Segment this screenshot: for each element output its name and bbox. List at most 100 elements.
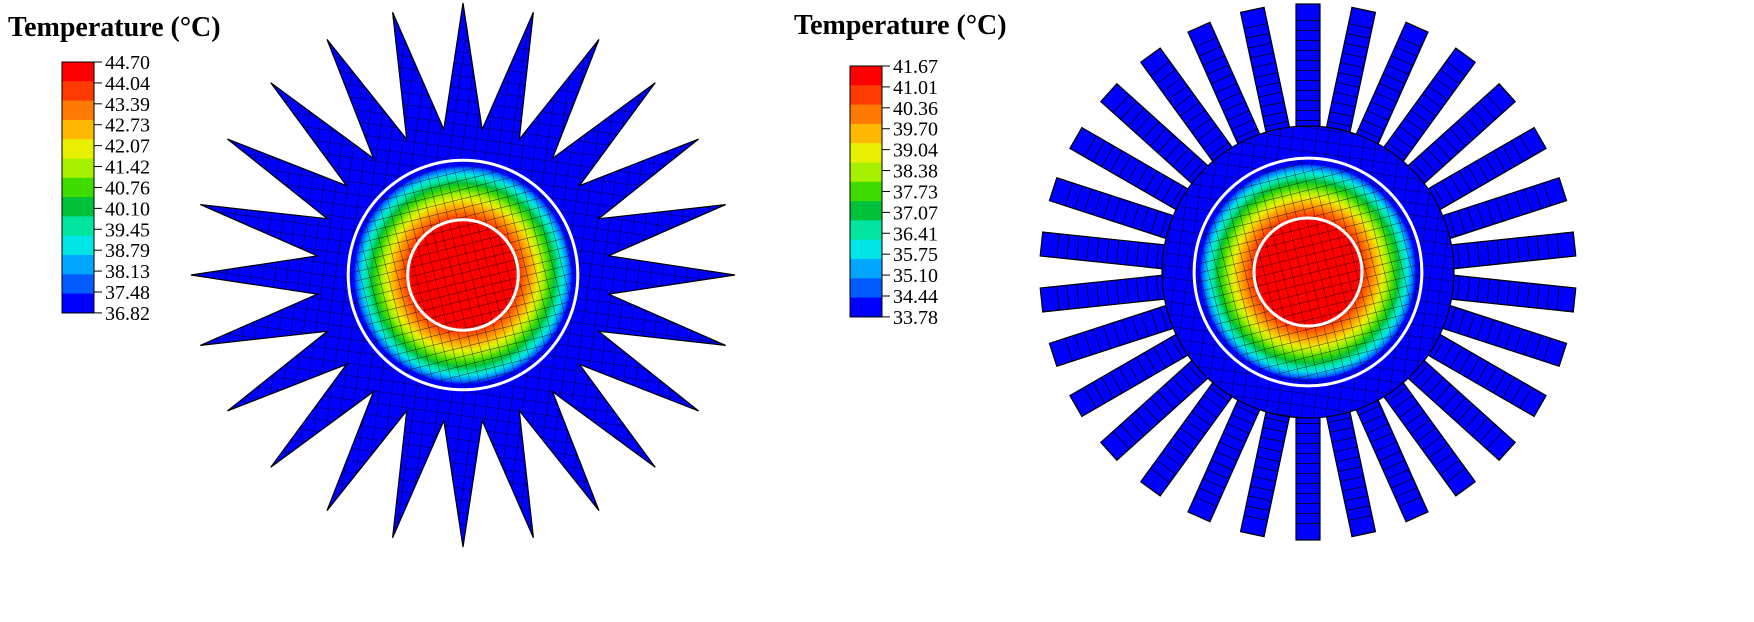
- mesh-line: [1441, 134, 1459, 154]
- legend-value-label: 41.42: [105, 157, 150, 179]
- mesh-line: [1439, 69, 1460, 85]
- mesh-overlay: [1199, 163, 1417, 381]
- mesh-line: [1140, 207, 1150, 231]
- mesh-line: [1131, 204, 1140, 228]
- mesh-line: [1118, 155, 1132, 177]
- mesh-line: [1250, 52, 1274, 59]
- legend-color-swatch: [850, 201, 882, 221]
- legend-color-swatch: [850, 297, 882, 318]
- mesh-line: [1333, 446, 1358, 453]
- mesh-line: [1106, 238, 1110, 263]
- mesh-line: [1476, 277, 1481, 302]
- mesh-line: [1391, 478, 1414, 489]
- legend-value-label: 38.38: [893, 161, 938, 183]
- mesh-line: [1131, 316, 1140, 340]
- mesh-line: [1145, 243, 1150, 268]
- mesh-line: [1248, 42, 1272, 49]
- mesh-line: [1467, 357, 1481, 379]
- mesh-line: [1404, 117, 1425, 133]
- legend-value-label: 44.70: [105, 52, 150, 74]
- mesh-line: [1374, 441, 1397, 453]
- mesh-line: [1340, 62, 1364, 69]
- mesh-line: [1496, 240, 1500, 264]
- mesh-line: [1187, 161, 1204, 180]
- mesh-line: [1392, 134, 1413, 149]
- mesh-line: [1387, 387, 1407, 402]
- mesh-line: [1150, 468, 1171, 483]
- legend-value-label: 40.36: [893, 98, 938, 120]
- mesh-line: [1476, 160, 1489, 182]
- mesh-line: [1092, 382, 1106, 404]
- mesh-line: [1159, 213, 1169, 237]
- legend-color-swatch: [850, 143, 882, 163]
- mesh-line: [1214, 450, 1238, 462]
- mesh-line: [1447, 307, 1457, 331]
- mesh-line: [1153, 175, 1166, 197]
- mesh-line: [1449, 128, 1466, 147]
- legend-color-swatch: [850, 278, 882, 299]
- mesh-line: [1164, 141, 1182, 160]
- legend-color-swatch: [850, 220, 882, 241]
- legend-color-swatch: [850, 259, 882, 279]
- legend-value-label: 35.75: [893, 244, 938, 266]
- mesh-line: [1412, 364, 1429, 383]
- mesh-line: [1127, 108, 1145, 127]
- mesh-line: [1161, 342, 1175, 364]
- legend-color-swatch: [62, 235, 94, 256]
- mesh-line: [1135, 277, 1140, 302]
- mesh-line: [1254, 466, 1278, 472]
- mesh-line: [1342, 485, 1366, 492]
- mesh-line: [1479, 424, 1496, 443]
- mesh-line: [1366, 423, 1389, 434]
- mesh-line: [1264, 417, 1289, 423]
- mesh-line: [1514, 328, 1523, 352]
- mesh-line: [1112, 322, 1121, 346]
- mesh-line: [1179, 154, 1197, 174]
- mesh-line: [1243, 515, 1268, 521]
- legend-value-label: 38.13: [105, 261, 150, 283]
- mesh-line: [1231, 414, 1254, 425]
- legend-color-swatch: [850, 181, 882, 202]
- legend-color-swatch: [62, 255, 94, 275]
- mesh-line: [1144, 352, 1158, 374]
- mesh-line: [1120, 424, 1137, 443]
- mesh-line: [1262, 111, 1287, 117]
- legend-value-label: 38.79: [105, 240, 150, 262]
- mesh-line: [1252, 475, 1276, 482]
- mesh-line: [1191, 411, 1212, 427]
- mesh-line: [1467, 165, 1481, 187]
- mesh-line: [1526, 283, 1530, 308]
- panel-right: Temperature (°C) 41.67 41.01 40.36 39.70 39.…: [790, 0, 1754, 622]
- mesh-line: [1243, 23, 1268, 29]
- mesh-line: [1348, 23, 1373, 29]
- mesh-line: [1223, 432, 1246, 443]
- mesh-line: [1505, 325, 1514, 349]
- legend-color-swatch: [62, 81, 94, 102]
- mesh-line: [1450, 347, 1463, 369]
- mesh-line: [1150, 128, 1167, 147]
- mesh-line: [1140, 313, 1150, 337]
- mesh-line: [1167, 443, 1188, 459]
- mesh-overlay: [353, 165, 573, 385]
- mesh-line: [1422, 93, 1443, 109]
- mesh-line: [1536, 284, 1540, 309]
- mesh-line: [1434, 141, 1452, 160]
- mesh-line: [1419, 370, 1437, 390]
- mesh-line: [1127, 160, 1140, 182]
- mesh-line: [1493, 372, 1507, 394]
- outer-interface-ring: [346, 158, 580, 392]
- mesh-line: [1156, 459, 1177, 475]
- mesh-line: [1346, 505, 1371, 511]
- mesh-line: [1252, 62, 1276, 69]
- mesh-line: [1056, 286, 1060, 311]
- mesh-line: [1434, 451, 1454, 467]
- mesh-line: [1125, 278, 1130, 303]
- mesh-line: [1382, 459, 1406, 471]
- mesh-line: [1466, 313, 1476, 337]
- mesh-line: [1064, 338, 1073, 362]
- legend-color-swatch: [62, 158, 94, 179]
- mesh-line: [1173, 93, 1194, 109]
- mesh-line: [1159, 307, 1169, 331]
- mesh-line: [1092, 140, 1106, 162]
